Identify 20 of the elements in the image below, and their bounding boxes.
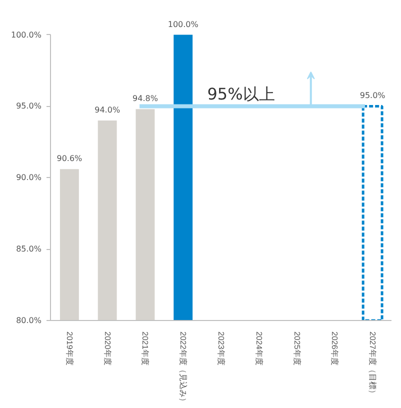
y-tick-label: 100.0% (10, 30, 42, 40)
x-tick-label: 2020年度 (102, 332, 112, 366)
x-tick-label: 2026年度 (330, 332, 340, 366)
text: 95.0% (360, 91, 386, 100)
y-tick-label: 90.0% (16, 173, 42, 182)
x-tick-label: 2019年度 (64, 332, 74, 366)
y-tick-label: 80.0% (16, 316, 42, 325)
y-tick-label: 95.0% (16, 102, 42, 111)
x-tick-label: 2024年度 (254, 332, 264, 366)
x-tick-label: 2022年度（見込み） (178, 332, 188, 406)
x-tick-label: 2025年度 (292, 332, 302, 366)
text: 100.0% (168, 20, 198, 29)
text: 94.0% (94, 106, 120, 114)
x-tick-label: 2021年度 (140, 332, 150, 366)
ref-line-label: 95%以上 (207, 84, 275, 104)
text: 94.8% (132, 94, 158, 104)
y-tick-label: 85.0% (16, 244, 42, 254)
x-tick-label: 2027年度（目標） (368, 332, 378, 398)
text: 90.6% (56, 154, 82, 164)
x-tick-label: 2023年度 (216, 332, 226, 366)
